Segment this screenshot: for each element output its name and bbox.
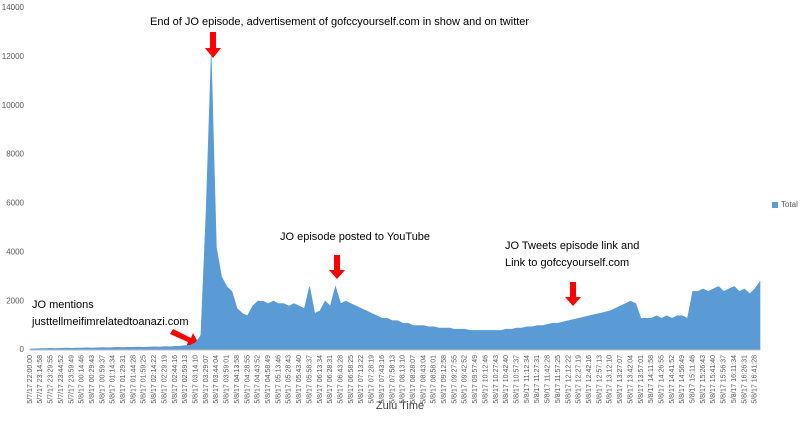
x-tick-label: 5/8/17 09:12:58: [441, 355, 448, 404]
annotation: Link to gofccyourself.com: [505, 257, 629, 269]
y-tick-label: 12000: [2, 52, 25, 61]
x-tick-label: 5/8/17 03:14:10: [193, 355, 200, 404]
x-tick-label: 5/8/17 15:26:43: [700, 355, 707, 404]
x-tick-label: 5/8/17 12:57:13: [596, 355, 603, 404]
x-tick-label: 5/8/17 08:58:01: [431, 355, 438, 404]
x-tick-label: 5/8/17 02:29:19: [161, 355, 168, 404]
x-tick-label: 5/8/17 10:27:43: [493, 355, 500, 404]
x-tick-label: 5/8/17 13:42:04: [627, 355, 634, 404]
x-tick-label: 5/8/17 13:12:10: [607, 355, 614, 404]
arrows: [170, 32, 581, 347]
x-tick-label: 5/8/17 02:14:22: [151, 355, 158, 404]
x-tick-label: 5/8/17 16:26:31: [741, 355, 748, 404]
arrow: [565, 282, 581, 306]
legend-swatch: [772, 202, 778, 208]
legend-label: Total: [781, 200, 798, 209]
x-tick-label: 5/8/17 14:56:49: [679, 355, 686, 404]
x-tick-label: 5/8/17 16:41:28: [752, 355, 759, 404]
x-tick-label: 5/8/17 13:57:01: [638, 355, 645, 404]
x-tick-label: 5/8/17 05:13:46: [275, 355, 282, 404]
x-tick-label: 5/8/17 00:14:46: [79, 355, 86, 404]
x-tick-label: 5/8/17 00:59:37: [99, 355, 106, 404]
x-axis-title: Zulu Time: [376, 400, 424, 412]
x-tick-label: 5/8/17 06:58:25: [348, 355, 355, 404]
x-tick-label: 5/8/17 08:43:04: [420, 355, 427, 404]
x-tick-label: 5/8/17 04:13:58: [234, 355, 241, 404]
x-tick-label: 5/8/17 12:27:19: [576, 355, 583, 404]
x-tick-label: 5/7/17 23:29:55: [48, 355, 55, 404]
x-tick-label: 5/8/17 03:59:01: [224, 355, 231, 404]
x-tick-label: 5/8/17 12:12:22: [565, 355, 572, 404]
annotation: justtellmeifimrelatedtoanazi.com: [31, 316, 189, 328]
x-tick-label: 5/8/17 05:43:40: [296, 355, 303, 404]
x-tick-label: 5/8/17 09:42:52: [462, 355, 469, 404]
x-tick-label: 5/8/17 10:42:40: [503, 355, 510, 404]
x-tick-label: 5/8/17 03:44:04: [213, 355, 220, 404]
x-tick-label: 5/8/17 01:14:34: [110, 355, 117, 404]
x-tick-label: 5/8/17 11:42:28: [545, 355, 552, 403]
x-tick-label: 5/8/17 10:12:46: [482, 355, 489, 404]
arrow: [170, 329, 200, 347]
y-tick-label: 6000: [6, 199, 24, 208]
x-tick-label: 5/8/17 06:28:31: [327, 355, 334, 404]
x-tick-label: 5/8/17 07:43:16: [379, 355, 386, 404]
x-tick-label: 5/8/17 01:59:25: [141, 355, 148, 404]
arrow: [205, 32, 221, 58]
x-tick-label: 5/8/17 11:27:31: [534, 355, 541, 403]
x-tick-label: 5/8/17 10:57:37: [514, 355, 521, 404]
x-tick-label: 5/8/17 11:12:34: [524, 355, 531, 403]
y-tick-label: 0: [20, 345, 25, 354]
x-tick-label: 5/8/17 08:13:10: [400, 355, 407, 404]
x-tick-label: 5/8/17 01:44:28: [130, 355, 137, 404]
x-tick-label: 5/8/17 04:58:49: [265, 355, 272, 404]
x-tick-label: 5/8/17 05:58:37: [306, 355, 313, 404]
x-tick-label: 5/8/17 11:57:25: [555, 355, 562, 403]
x-tick-label: 5/8/17 15:56:37: [721, 355, 728, 404]
area: [29, 54, 761, 351]
x-tick-label: 5/8/17 15:11:46: [690, 355, 697, 403]
x-tick-label: 5/8/17 07:58:13: [389, 355, 396, 404]
annotation: End of JO episode, advertisement of gofc…: [150, 16, 529, 28]
annotation: JO mentions: [32, 299, 94, 311]
x-tick-label: 5/8/17 09:27:55: [451, 355, 458, 404]
x-tick-label: 5/8/17 04:28:55: [244, 355, 251, 404]
x-tick-label: 5/8/17 07:28:19: [369, 355, 376, 404]
arrow: [329, 255, 345, 279]
annotation: JO episode posted to YouTube: [280, 231, 430, 243]
x-tick-label: 5/8/17 06:13:34: [317, 355, 324, 404]
x-tick-label: 5/8/17 04:43:52: [255, 355, 262, 404]
y-tick-label: 14000: [2, 3, 25, 12]
x-tick-label: 5/8/17 05:28:43: [286, 355, 293, 404]
x-tick-label: 5/8/17 13:27:07: [617, 355, 624, 404]
x-tick-label: 5/8/17 02:44:16: [172, 355, 179, 404]
x-tick-label: 5/8/17 00:29:43: [89, 355, 96, 404]
y-tick-label: 4000: [6, 247, 24, 256]
x-tick-label: 5/8/17 14:11:58: [648, 355, 655, 403]
x-tick-label: 5/7/17 23:44:52: [58, 355, 65, 404]
y-tick-label: 10000: [2, 101, 25, 110]
y-tick-label: 8000: [6, 150, 24, 159]
x-tick-label: 5/8/17 12:42:16: [586, 355, 593, 404]
x-tick-label: 5/8/17 16:11:34: [731, 355, 738, 403]
annotation: JO Tweets episode link and: [505, 240, 639, 252]
x-tick-label: 5/8/17 07:13:22: [358, 355, 365, 404]
x-tick-label: 5/8/17 14:41:52: [669, 355, 676, 404]
x-tick-label: 5/8/17 15:41:40: [710, 355, 717, 404]
x-tick-label: 5/8/17 03:29:07: [203, 355, 210, 404]
x-tick-label: 5/8/17 09:57:49: [472, 355, 479, 404]
x-tick-label: 5/8/17 14:26:55: [658, 355, 665, 404]
x-tick-label: 5/7/17 23:59:49: [68, 355, 75, 404]
x-tick-label: 5/8/17 08:28:07: [410, 355, 417, 404]
y-tick-label: 2000: [6, 296, 24, 305]
x-tick-label: 5/7/17 22:00:00: [27, 355, 34, 404]
x-tick-label: 5/7/17 23:14:58: [37, 355, 44, 404]
x-tick-label: 5/8/17 02:59:13: [182, 355, 189, 404]
x-tick-label: 5/8/17 01:29:31: [120, 355, 127, 404]
x-tick-label: 5/8/17 06:43:28: [337, 355, 344, 404]
